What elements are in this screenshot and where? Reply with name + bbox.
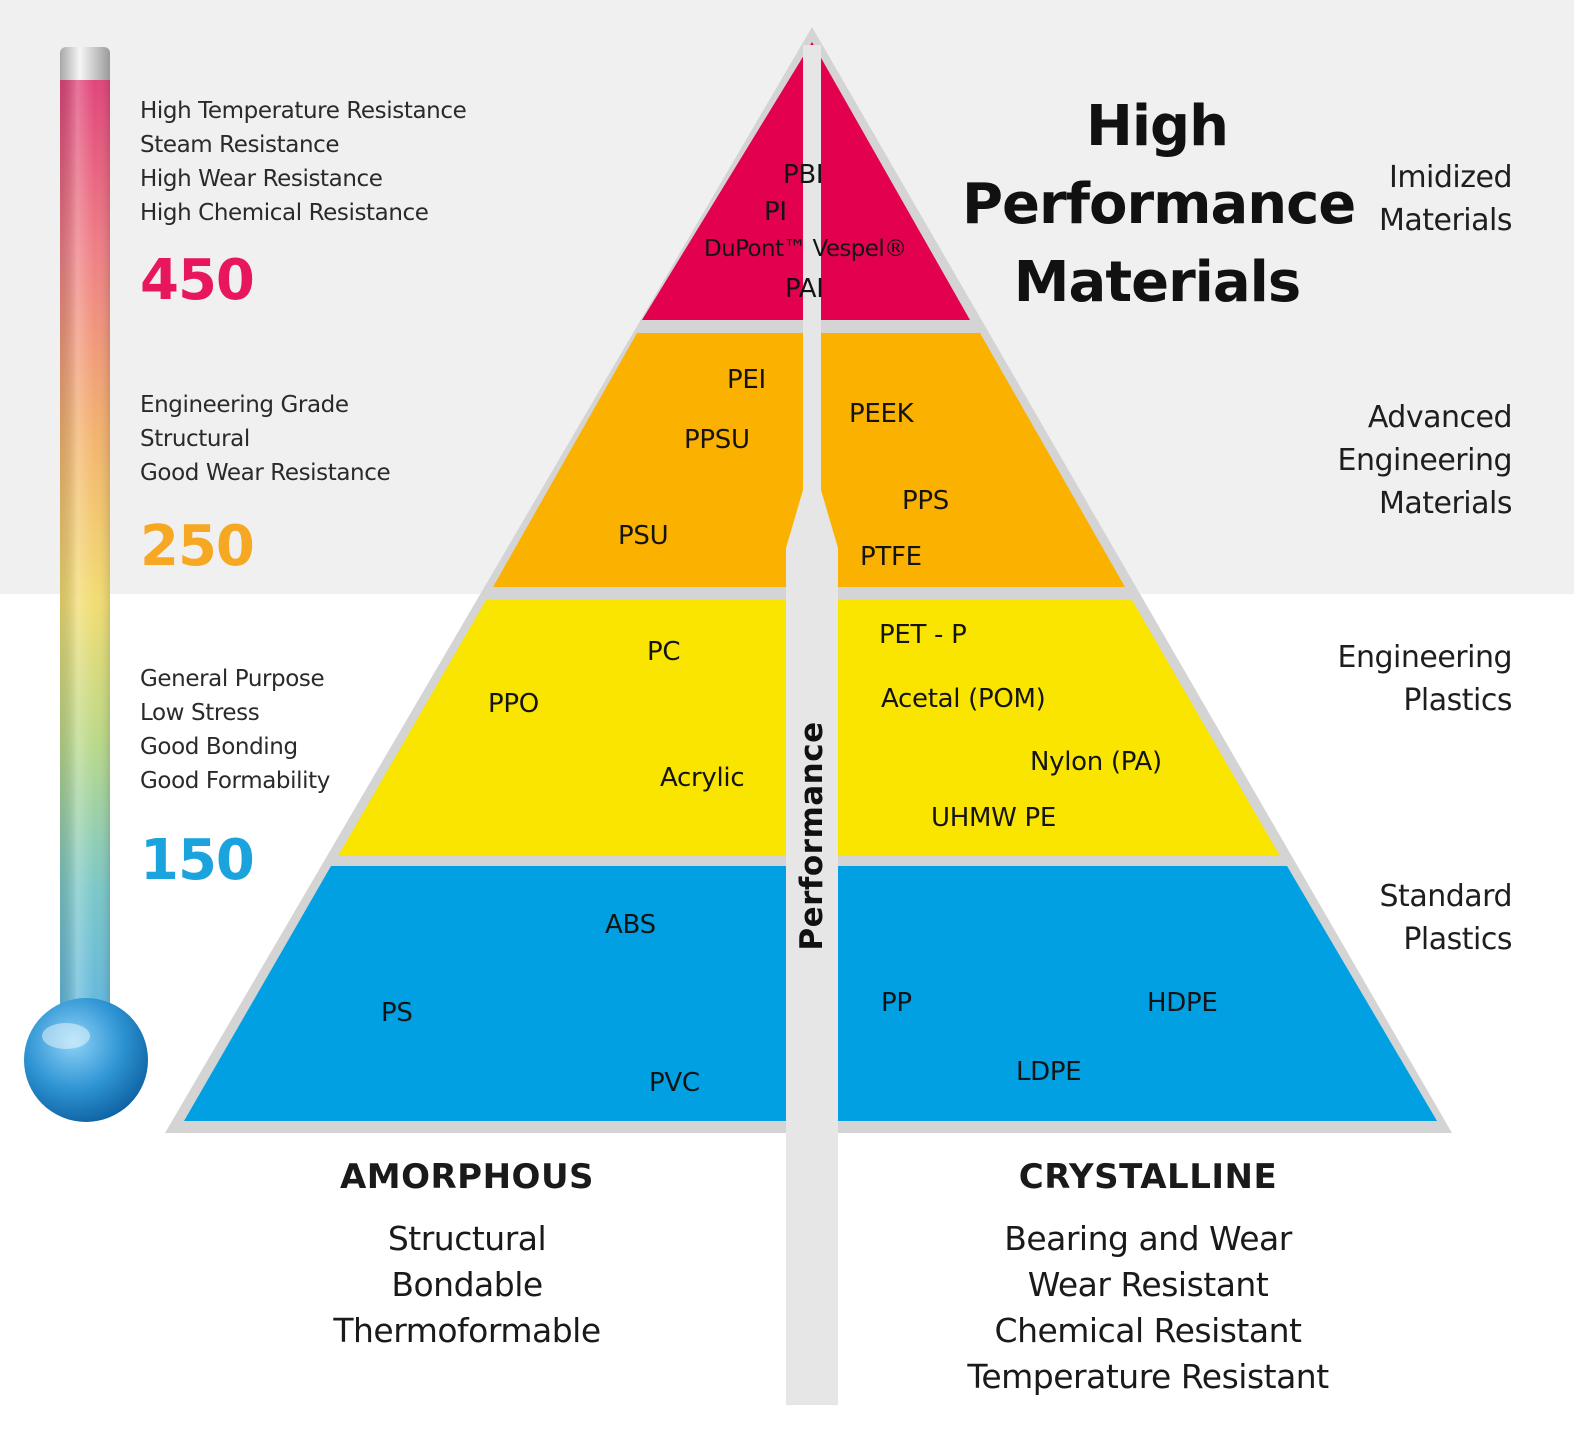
amorphous-traits: Structural Bondable Thermoformable bbox=[333, 1219, 601, 1350]
crystalline-traits: Bearing and Wear Wear Resistant Chemical… bbox=[967, 1219, 1329, 1396]
properties-high: High Temperature Resistance Steam Resist… bbox=[140, 98, 467, 226]
material-pvc: PVC bbox=[649, 1068, 700, 1098]
material-acrylic: Acrylic bbox=[660, 763, 745, 793]
tier-label-imidized: Imidized Materials bbox=[1378, 160, 1513, 238]
material-acetal: Acetal (POM) bbox=[881, 684, 1046, 714]
material-nylon: Nylon (PA) bbox=[1030, 747, 1162, 777]
temperature-450: 450 bbox=[140, 248, 255, 313]
tier-label-engineering: Engineering Plastics bbox=[1337, 640, 1513, 718]
material-pp: PP bbox=[881, 988, 912, 1018]
amorphous-heading: AMORPHOUS bbox=[339, 1157, 595, 1197]
material-psu: PSU bbox=[618, 521, 669, 551]
material-pps: PPS bbox=[902, 486, 949, 516]
properties-low: General Purpose Low Stress Good Bonding … bbox=[140, 666, 330, 794]
thermometer bbox=[24, 47, 148, 1122]
material-ppsu: PPSU bbox=[684, 425, 750, 455]
material-pet-p: PET - P bbox=[879, 620, 967, 650]
material-ps: PS bbox=[381, 998, 413, 1028]
diagram-title: High Performance Materials bbox=[962, 94, 1356, 315]
material-peek: PEEK bbox=[849, 399, 914, 429]
tier-label-advanced: Advanced Engineering Materials bbox=[1337, 400, 1513, 521]
material-pbi: PBI bbox=[783, 160, 824, 190]
performance-axis-label: Performance bbox=[794, 721, 830, 951]
material-ppo: PPO bbox=[488, 689, 539, 719]
tier-label-standard: Standard Plastics bbox=[1379, 879, 1513, 957]
properties-mid: Engineering Grade Structural Good Wear R… bbox=[140, 392, 391, 486]
crystalline-heading: CRYSTALLINE bbox=[1018, 1157, 1278, 1197]
temperature-250: 250 bbox=[140, 514, 255, 579]
material-abs: ABS bbox=[605, 910, 656, 940]
material-pai: PAI bbox=[785, 274, 824, 304]
thermometer-bulb bbox=[24, 998, 148, 1122]
material-pi: PI bbox=[764, 197, 787, 227]
temperature-150: 150 bbox=[140, 828, 255, 893]
material-vespel: DuPont™ Vespel® bbox=[704, 236, 907, 262]
material-hdpe: HDPE bbox=[1147, 988, 1218, 1018]
material-pei: PEI bbox=[727, 365, 766, 395]
material-pc: PC bbox=[647, 637, 681, 667]
material-uhmw-pe: UHMW PE bbox=[931, 803, 1056, 833]
material-ldpe: LDPE bbox=[1016, 1057, 1082, 1087]
performance-shaft bbox=[786, 45, 838, 1405]
material-ptfe: PTFE bbox=[860, 542, 922, 572]
